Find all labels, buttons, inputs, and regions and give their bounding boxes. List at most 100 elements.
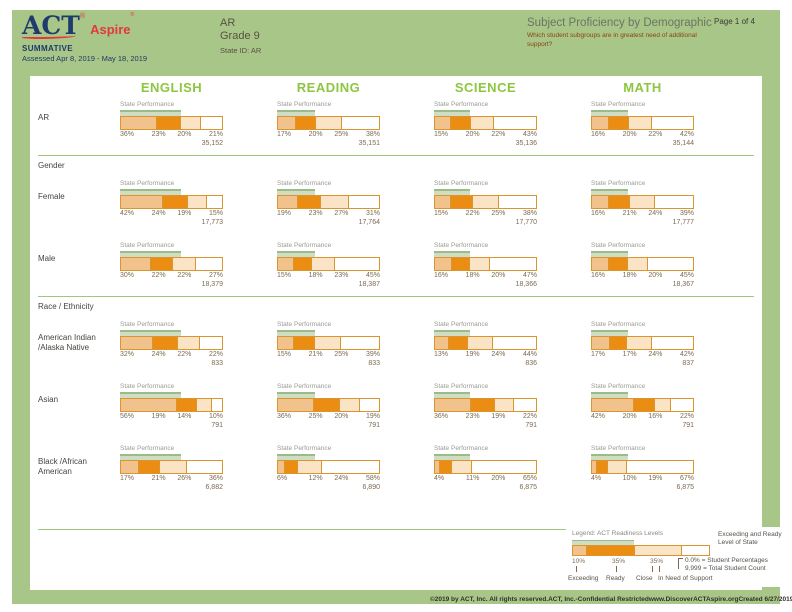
segment-percentage: 58% [365, 475, 380, 482]
legend-bracket [678, 558, 683, 569]
segment-percentage: 22% [491, 131, 506, 138]
segment-percentage: 17% [622, 351, 637, 358]
state-overlay-bar [120, 392, 181, 398]
bar-segment-in-need-of-support [201, 117, 222, 129]
logo-swoosh [22, 34, 76, 39]
bar-segment-ready [608, 196, 631, 208]
segment-percentage: 11% [465, 475, 480, 482]
bar-segment-exceeding [278, 117, 296, 129]
segment-percentage: 25% [308, 413, 323, 420]
segment-percentages: 17% 20% 25% 38% [277, 131, 380, 140]
segment-percentage: 4% [591, 475, 602, 482]
segment-percentage: 23% [308, 210, 323, 217]
section-divider [38, 296, 754, 297]
segment-percentages: 16% 18% 20% 45% [591, 272, 694, 281]
stacked-proficiency-bar [434, 460, 537, 474]
segment-percentage: 24% [491, 351, 506, 358]
segment-percentage: 6% [277, 475, 288, 482]
state-performance-label: State Performance [434, 321, 489, 328]
demographic-row: Female State Performance 42% 24% 19% 15% 17,77… [30, 180, 762, 228]
bar-segment-in-need-of-support [322, 461, 379, 473]
segment-percentage: 24% [648, 351, 663, 358]
segment-percentage: 20% [622, 131, 637, 138]
legend-level-label: In Need of Support [658, 575, 713, 582]
legend-segment-in-need-of-support [682, 546, 709, 555]
footer-created: Created 6/27/2019 [738, 596, 792, 603]
segment-percentage: 22% [177, 272, 192, 279]
proficiency-cell: State Performance 42% 24% 19% 15% 17,773 [120, 180, 223, 228]
bar-segment-exceeding [278, 258, 294, 270]
segment-percentages: 13% 19% 24% 44% [434, 351, 537, 360]
state-overlay-bar [120, 330, 181, 336]
state-performance-label: State Performance [591, 101, 646, 108]
subject-header-spacer [38, 80, 120, 95]
stacked-proficiency-bar [120, 398, 223, 412]
segment-percentages: 15% 18% 23% 45% [277, 272, 380, 281]
proficiency-cell: State Performance 15% 20% 22% 43% 35,136 [434, 101, 537, 149]
segment-percentage: 25% [491, 210, 506, 217]
segment-percentage: 21% [622, 210, 637, 217]
state-performance-label: State Performance [434, 101, 489, 108]
legend-title: Legend: ACT Readiness Levels [572, 530, 663, 537]
bar-segment-ready [297, 196, 322, 208]
demographic-row: AR State Performance 36% 23% 20% 21% 35,152 Sta… [30, 101, 762, 149]
row-label: Asian [38, 395, 59, 404]
segment-percentages: 15% 22% 25% 38% [434, 210, 537, 219]
state-performance-label: State Performance [277, 383, 332, 390]
proficiency-cell: State Performance 16% 18% 20% 47% 18,366 [434, 242, 537, 290]
segment-percentage: 22% [208, 351, 223, 358]
segment-percentage: 42% [679, 131, 694, 138]
segment-percentage: 22% [679, 413, 694, 420]
bar-segment-ready [293, 258, 313, 270]
segment-percentage: 20% [648, 272, 663, 279]
bar-segment-in-need-of-support [472, 461, 536, 473]
proficiency-cell: State Performance 42% 20% 16% 22% 791 [591, 383, 694, 431]
program-label: SUMMATIVE [22, 44, 74, 53]
student-count: 791 [525, 422, 537, 429]
segment-percentage: 21% [208, 131, 223, 138]
segment-percentage: 42% [120, 210, 135, 217]
student-count: 836 [525, 360, 537, 367]
bar-segment-ready [450, 117, 472, 129]
segment-percentage: 20% [308, 131, 323, 138]
bar-segment-exceeding [435, 117, 451, 129]
bar-segment-close [629, 117, 652, 129]
subject-header-row: ENGLISH READING SCIENCE MATH [30, 80, 762, 95]
state-overlay-bar [277, 189, 316, 195]
state-performance-label: State Performance [434, 242, 489, 249]
bar-segment-in-need-of-support [341, 117, 379, 129]
segment-percentage: 20% [334, 413, 349, 420]
legend-tick [652, 566, 653, 572]
footer-confidential: ACT, Inc.-Confidential Restricted [548, 596, 649, 603]
student-count: 35,136 [515, 140, 537, 147]
segment-percentage: 45% [365, 272, 380, 279]
stacked-proficiency-bar [591, 398, 694, 412]
segment-percentages: 17% 21% 26% 36% [120, 475, 223, 484]
segment-percentage: 19% [277, 210, 292, 217]
bar-segment-ready [163, 196, 188, 208]
row-label: Black /African American [38, 457, 87, 477]
segment-percentage: 42% [679, 351, 694, 358]
segment-percentages: 32% 24% 22% 22% [120, 351, 223, 360]
student-count: 18,366 [515, 281, 537, 288]
segment-percentage: 23% [151, 131, 166, 138]
proficiency-cell: State Performance 17% 21% 26% 36% 6,882 [120, 445, 223, 493]
bar-segment-close [630, 196, 655, 208]
state-performance-label: State Performance [120, 242, 175, 249]
legend: Legend: ACT Readiness Levels Exceeding a… [566, 527, 790, 587]
proficiency-cell: State Performance 36% 23% 20% 21% 35,152 [120, 101, 223, 149]
bar-segment-close [312, 258, 336, 270]
segment-percentage: 36% [277, 413, 292, 420]
act-registered-mark: ® [79, 13, 86, 20]
state-overlay-bar [120, 110, 181, 116]
state-performance-label: State Performance [277, 321, 332, 328]
bar-segment-ready [314, 399, 340, 411]
state-performance-label: State Performance [120, 445, 175, 452]
demographic-row: Black /African American State Performance 1… [30, 445, 762, 493]
bar-segment-close [627, 337, 652, 349]
bar-segment-exceeding [592, 337, 610, 349]
proficiency-cell: State Performance 16% 20% 22% 42% 35,144 [591, 101, 694, 149]
proficiency-cell: State Performance 19% 23% 27% 31% 17,764 [277, 180, 380, 228]
bar-segment-exceeding [278, 399, 315, 411]
student-count: 6,875 [519, 484, 537, 491]
